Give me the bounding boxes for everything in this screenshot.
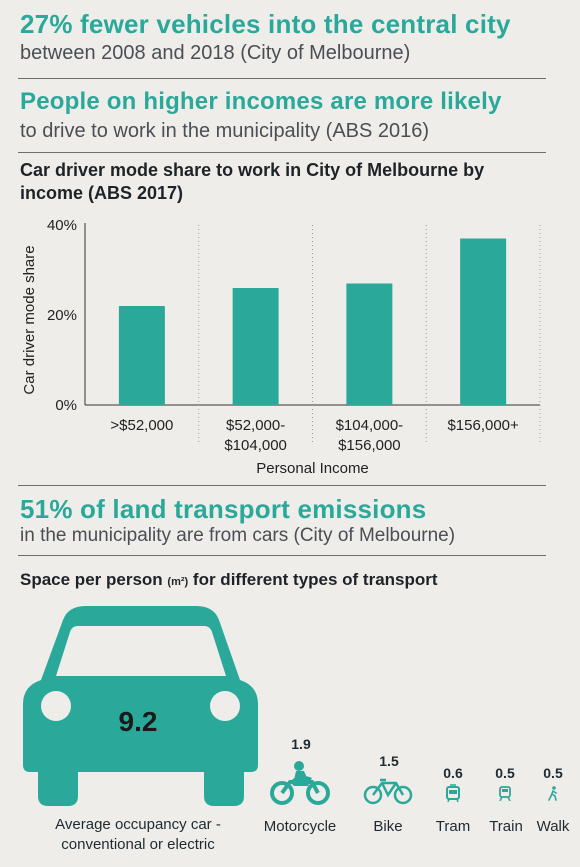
chart-title-line2: income (ABS 2017): [20, 183, 184, 203]
space-title-main: Space per person: [20, 570, 163, 589]
divider: [18, 78, 546, 79]
divider: [18, 485, 546, 486]
y-tick-label: 40%: [47, 217, 77, 234]
train-value: 0.5: [495, 765, 515, 781]
stat1-detail: between 2008 and 2018 (City of Melbourne…: [20, 42, 411, 64]
motorcycle-icon: [270, 761, 330, 805]
car-label-line2: conventional or electric: [61, 836, 215, 853]
x-tick-label: $156,000+: [447, 417, 519, 434]
tram-value: 0.6: [443, 765, 463, 781]
bicycle-icon: [363, 778, 413, 805]
space-title-unit: (m²): [167, 576, 189, 588]
y-tick-label: 0%: [55, 397, 77, 414]
bar: [460, 238, 507, 405]
bar: [232, 288, 279, 405]
bike-value: 1.5: [379, 753, 399, 769]
bar-chart: 0% 20% 40% Car driver mode share >$52,000 $52…: [21, 217, 541, 477]
car-label: Average occupancy car - conventional or …: [18, 815, 258, 855]
car-label-line1: Average occupancy car -: [55, 816, 221, 833]
x-tick-label: $104,000-$156,000: [336, 417, 404, 454]
stat3-detail: in the municipality are from cars (City …: [20, 525, 456, 546]
y-axis-label: Car driver mode share: [21, 245, 38, 394]
x-tick-label: >$52,000: [110, 417, 173, 434]
chart-title-line1: Car driver mode share to work in City of…: [20, 160, 485, 180]
tram-icon: [446, 784, 460, 802]
x-tick-label: $52,000-$104,000: [224, 417, 287, 454]
walk-value: 0.5: [543, 765, 563, 781]
bar: [346, 283, 393, 405]
space-title: Space per person (m²) for different type…: [20, 570, 438, 590]
walk-icon: [548, 786, 557, 801]
x-axis-label: Personal Income: [256, 460, 369, 477]
stat2-detail: to drive to work in the municipality (AB…: [20, 120, 430, 142]
divider: [18, 152, 546, 153]
stat3-headline: 51% of land transport emissions: [20, 494, 427, 524]
bar: [118, 306, 165, 405]
space-title-rest: for different types of transport: [192, 570, 438, 589]
train-label: Train: [489, 818, 523, 835]
car-icon: [23, 606, 258, 806]
walk-label: Walk: [536, 818, 570, 835]
train-icon: [499, 786, 511, 801]
divider: [18, 555, 546, 556]
tram-label: Tram: [435, 818, 471, 835]
stat2-headline: People on higher incomes are more likely: [20, 88, 502, 115]
stat1-headline: 27% fewer vehicles into the central city: [20, 9, 511, 39]
y-tick-label: 20%: [47, 307, 77, 324]
motorcycle-label: Motorcycle: [263, 818, 337, 835]
bike-label: Bike: [373, 818, 403, 835]
motorcycle-value: 1.9: [291, 736, 311, 752]
car-value: 9.2: [118, 706, 158, 737]
